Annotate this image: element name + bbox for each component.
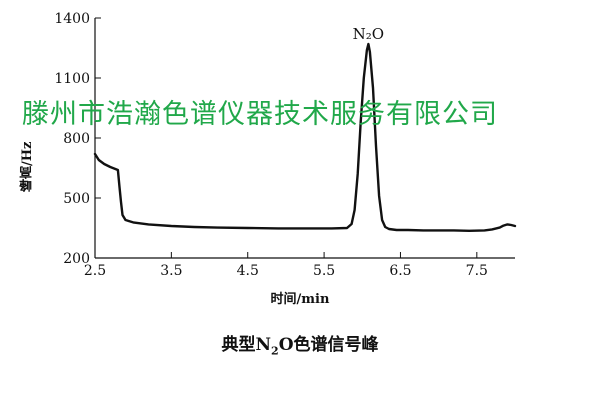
- y-tick-label: 1400: [54, 11, 90, 27]
- caption-subscript: 2: [271, 344, 279, 358]
- ticks: 200 500 800 1100 1400 2.5 3.5 4.5 5.5 6.5 7.5: [54, 11, 488, 279]
- caption-prefix: 典型N: [221, 335, 272, 355]
- annotations: N₂O: [353, 25, 384, 43]
- y-tick-label: 200: [63, 251, 90, 267]
- caption-suffix: O色谱信号峰: [278, 335, 379, 355]
- figure-caption: 典型N2O色谱信号峰: [0, 330, 600, 357]
- x-tick-label: 7.5: [466, 263, 488, 279]
- series-line: [93, 42, 517, 232]
- watermark: 滕州市浩瀚色谱仪器技术服务有限公司: [22, 99, 498, 130]
- x-tick-label: 6.5: [389, 263, 411, 279]
- axes: [94, 18, 515, 259]
- x-tick-label: 3.5: [160, 263, 182, 279]
- x-axis-label: 时间/min: [270, 292, 330, 307]
- y-tick-label: 500: [63, 191, 90, 207]
- x-tick-label: 2.5: [84, 263, 106, 279]
- x-tick-label: 5.5: [313, 263, 335, 279]
- y-tick-label: 800: [63, 131, 90, 147]
- peak-annotation: N₂O: [353, 25, 384, 43]
- y-tick-label: 1100: [54, 71, 90, 87]
- x-tick-label: 4.5: [237, 263, 259, 279]
- series: [93, 42, 517, 232]
- y-axis-label: 峰高/Hz: [20, 141, 35, 193]
